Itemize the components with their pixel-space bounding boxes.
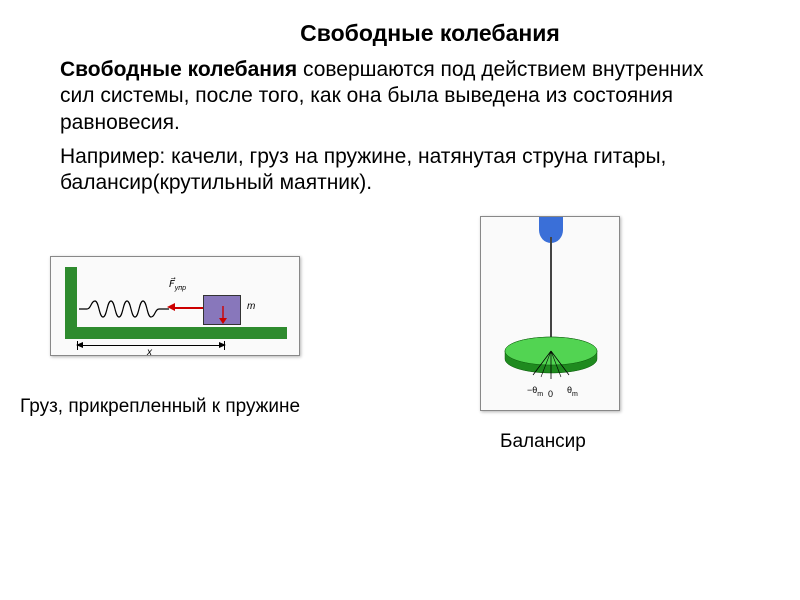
term-lead: Свободные колебания — [60, 58, 297, 81]
page-title: Свободные колебания — [120, 20, 740, 47]
spring-icon — [79, 299, 169, 319]
caption-balansir: Балансир — [500, 431, 586, 453]
balansir-frame: −θm 0 θm — [480, 216, 620, 411]
force-vector-arrow-icon — [167, 303, 175, 311]
mass-label: m — [247, 301, 255, 312]
force-vector-line — [171, 307, 205, 309]
paragraph-examples: Например: качели, груз на пружине, натян… — [60, 144, 740, 197]
theta-pos-label: θm — [567, 385, 578, 398]
caption-spring: Груз, прикрепленный к пружине — [20, 396, 300, 418]
paragraph-definition: Свободные колебания совершаются под дейс… — [60, 57, 740, 136]
spring-mass-frame: F⃗упр m x — [50, 256, 300, 356]
x-label: x — [147, 347, 152, 356]
spring-mass-figure: F⃗упр m x — [50, 256, 300, 356]
balansir-figure: −θm 0 θm — [480, 216, 620, 411]
theta-neg-label: −θm — [527, 385, 543, 398]
floor-icon — [65, 327, 287, 339]
mass-block-icon — [203, 295, 241, 325]
force-label: F⃗упр — [169, 279, 186, 292]
theta-zero-label: 0 — [548, 389, 553, 399]
mass-weight-arrow-icon — [204, 296, 242, 326]
x-dimension-arrow-icon — [77, 345, 225, 346]
disc-icon — [503, 335, 599, 385]
wire-icon — [550, 237, 552, 347]
figures-area: F⃗упр m x — [60, 226, 740, 456]
